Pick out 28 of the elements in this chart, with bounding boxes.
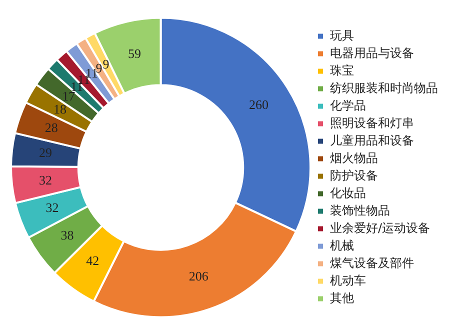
data-label: 32 bbox=[38, 172, 52, 188]
data-label: 42 bbox=[86, 252, 100, 268]
legend-label: 纺织服装和时尚物品 bbox=[330, 80, 438, 95]
legend-label: 业余爱好/运动设备 bbox=[330, 220, 430, 235]
legend-label: 玩具 bbox=[330, 28, 354, 42]
legend-label: 烟火物品 bbox=[330, 150, 378, 165]
legend-label: 防护设备 bbox=[330, 168, 378, 182]
legend-label: 煤气设备及部件 bbox=[330, 256, 414, 270]
legend-label: 珠宝 bbox=[330, 63, 354, 78]
data-label: 59 bbox=[128, 46, 141, 61]
data-label: 9 bbox=[102, 56, 110, 72]
data-label: 9 bbox=[96, 60, 102, 76]
data-label: 29 bbox=[39, 145, 52, 160]
data-label: 28 bbox=[44, 120, 58, 136]
legend-label: 其他 bbox=[330, 290, 354, 305]
legend-label: 照明设备和灯串 bbox=[330, 116, 414, 130]
data-label: 38 bbox=[60, 228, 74, 243]
legend-label: 儿童用品和设备 bbox=[330, 133, 414, 148]
data-label: 260 bbox=[249, 96, 269, 112]
data-label: 18 bbox=[53, 101, 66, 116]
legend-label: 化学品 bbox=[330, 98, 366, 112]
legend-label: 化妆品 bbox=[330, 186, 366, 200]
data-label: 206 bbox=[188, 268, 209, 284]
legend-label: 装饰性物品 bbox=[330, 203, 390, 218]
data-label: 32 bbox=[46, 200, 59, 216]
legend-label: 机动车 bbox=[330, 273, 366, 288]
legend-label: 机械 bbox=[330, 238, 354, 252]
legend-label: 电器用品与设备 bbox=[330, 46, 414, 60]
